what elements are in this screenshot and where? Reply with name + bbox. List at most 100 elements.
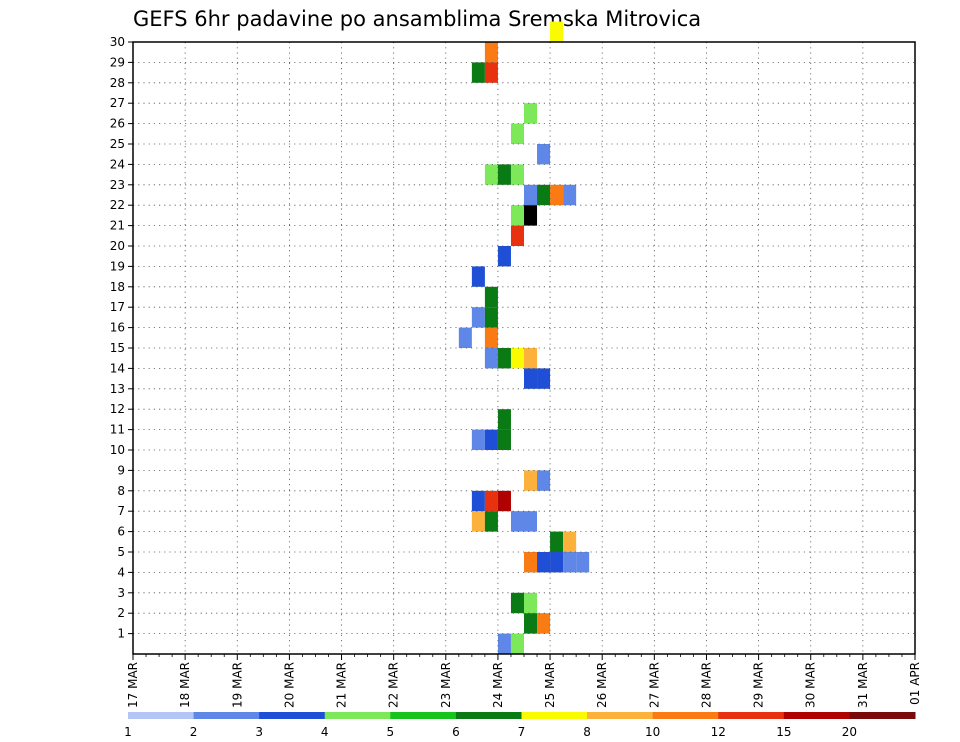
heatmap-cell bbox=[550, 552, 564, 573]
x-tick-label: 26 MAR bbox=[595, 662, 609, 708]
y-tick-label: 22 bbox=[110, 198, 125, 212]
legend-label: 2 bbox=[190, 725, 198, 739]
x-tick-label: 22 MAR bbox=[387, 662, 401, 708]
y-tick-label: 21 bbox=[110, 219, 125, 233]
y-tick-label: 7 bbox=[117, 504, 125, 518]
y-tick-label: 16 bbox=[110, 321, 125, 335]
heatmap-cell bbox=[471, 62, 485, 83]
y-tick-label: 24 bbox=[110, 157, 125, 171]
legend-label: 4 bbox=[321, 725, 329, 739]
heatmap-cell bbox=[524, 552, 538, 573]
heatmap-cell bbox=[497, 164, 511, 185]
heatmap-cell bbox=[510, 633, 524, 654]
x-tick-label: 29 MAR bbox=[752, 662, 766, 708]
x-tick-label: 24 MAR bbox=[491, 662, 505, 708]
y-tick-label: 27 bbox=[110, 96, 125, 110]
grid-layer bbox=[133, 41, 915, 654]
heatmap-cell bbox=[524, 348, 538, 369]
heatmap-cell bbox=[524, 511, 538, 532]
heatmap-cell bbox=[471, 266, 485, 287]
heatmap-cell bbox=[497, 246, 511, 267]
x-tick-label: 18 MAR bbox=[178, 662, 192, 708]
x-tick-label: 31 MAR bbox=[856, 662, 870, 708]
chart-title: GEFS 6hr padavine po ansamblima Sremska … bbox=[133, 7, 701, 31]
x-tick-label: 17 MAR bbox=[126, 662, 140, 708]
legend-label: 12 bbox=[711, 725, 726, 739]
heatmap-cell bbox=[524, 613, 538, 634]
heatmap-cell bbox=[471, 429, 485, 450]
y-tick-label: 4 bbox=[117, 565, 125, 579]
legend-swatch bbox=[193, 712, 260, 719]
x-tick-label: 20 MAR bbox=[282, 662, 296, 708]
legend-label: 5 bbox=[387, 725, 395, 739]
heatmap-cell bbox=[484, 42, 498, 63]
legend-swatch bbox=[128, 712, 195, 719]
y-tick-label: 26 bbox=[110, 117, 125, 131]
x-tick-label: 30 MAR bbox=[804, 662, 818, 708]
heatmap-cell bbox=[471, 490, 485, 512]
heatmap-cell bbox=[484, 327, 498, 348]
legend-label: 20 bbox=[842, 725, 857, 739]
y-tick-label: 28 bbox=[110, 76, 125, 90]
legend-label: 1 bbox=[124, 725, 132, 739]
heatmap-cell bbox=[563, 531, 577, 552]
legend-swatch bbox=[390, 712, 457, 719]
y-tick-label: 19 bbox=[110, 259, 125, 273]
heatmap-cell bbox=[563, 184, 577, 206]
y-tick-label: 5 bbox=[117, 545, 125, 559]
legend-swatch bbox=[718, 712, 785, 719]
legend-label: 8 bbox=[583, 725, 591, 739]
heatmap-cell bbox=[497, 348, 511, 369]
heatmap-cell bbox=[524, 592, 538, 614]
heatmap-cell bbox=[471, 511, 485, 532]
legend-label: 3 bbox=[255, 725, 263, 739]
x-tick-label: 19 MAR bbox=[230, 662, 244, 708]
heatmap-cell bbox=[524, 184, 538, 206]
legend: 1 2 3 4 5 6 7 8 10 12 15 20 bbox=[124, 712, 916, 739]
legend-swatch bbox=[783, 712, 850, 719]
x-tick-label: 21 MAR bbox=[335, 662, 349, 708]
legend-swatch bbox=[521, 712, 588, 719]
legend-label: 10 bbox=[645, 725, 660, 739]
heatmap-cell bbox=[484, 62, 498, 83]
heatmap-cell bbox=[497, 633, 511, 654]
y-tick-label: 13 bbox=[110, 382, 125, 396]
heatmap-cell bbox=[484, 490, 498, 512]
heatmap-cell bbox=[510, 164, 524, 185]
y-axis: 1234567891011121314151617181920212223242… bbox=[110, 35, 133, 641]
x-tick-label: 27 MAR bbox=[647, 662, 661, 708]
heatmap-cell bbox=[484, 307, 498, 328]
heatmap-cell bbox=[497, 429, 511, 450]
heatmap-cell bbox=[484, 429, 498, 450]
legend-label: 6 bbox=[452, 725, 460, 739]
heatmap-cell bbox=[524, 470, 538, 491]
heatmap-cell bbox=[550, 531, 564, 552]
legend-label: 15 bbox=[776, 725, 791, 739]
heatmap-cell bbox=[497, 490, 511, 512]
heatmap-cell bbox=[510, 511, 524, 532]
y-tick-label: 11 bbox=[110, 423, 125, 437]
heatmap-cell bbox=[484, 164, 498, 185]
heatmap-cell bbox=[537, 470, 551, 491]
legend-swatch bbox=[652, 712, 719, 719]
y-tick-label: 17 bbox=[110, 300, 125, 314]
heatmap-cell bbox=[471, 307, 485, 328]
y-tick-label: 6 bbox=[117, 525, 125, 539]
y-tick-label: 30 bbox=[110, 35, 125, 49]
heatmap-cell bbox=[484, 286, 498, 308]
legend-swatch bbox=[849, 712, 916, 719]
heatmap-cell bbox=[458, 327, 472, 348]
y-tick-label: 10 bbox=[110, 443, 125, 457]
y-tick-label: 23 bbox=[110, 178, 125, 192]
heatmap-cell bbox=[510, 592, 524, 614]
y-tick-label: 14 bbox=[110, 361, 125, 375]
legend-swatch bbox=[259, 712, 326, 719]
cells-layer bbox=[458, 21, 590, 654]
heatmap-cell bbox=[537, 184, 551, 206]
y-tick-label: 2 bbox=[117, 606, 125, 620]
heatmap-cell bbox=[510, 225, 524, 246]
y-tick-label: 9 bbox=[117, 463, 125, 477]
heatmap-cell bbox=[510, 205, 524, 226]
heatmap-cell bbox=[524, 205, 538, 226]
